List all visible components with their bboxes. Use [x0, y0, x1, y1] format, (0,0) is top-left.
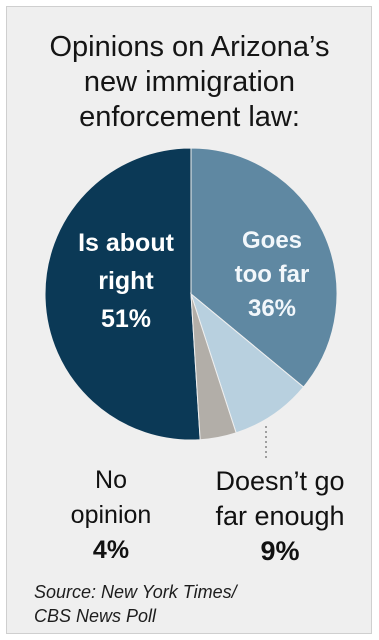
- slice-value-text: 9%: [260, 536, 299, 566]
- slice-label-text: far enough: [215, 501, 344, 531]
- slice-label-text: right: [98, 267, 154, 295]
- slice-label-no-opinion: No opinion 4%: [71, 466, 152, 564]
- pie-slice-goes-too-far: [190, 147, 338, 388]
- slice-label-goes-too-far: Goes too far 36%: [235, 227, 310, 322]
- slice-label-text: opinion: [71, 501, 152, 529]
- pie-slice-doesnt-go-far-enough: [189, 292, 305, 434]
- pie-slice-is-about-right: [44, 147, 201, 441]
- source-line-1: Source: New York Times/: [34, 582, 237, 602]
- chart-title-line-1: Opinions on Arizona’s: [49, 31, 330, 63]
- slice-label-is-about-right: Is about right 51%: [78, 229, 175, 333]
- slice-label-text: No: [95, 466, 127, 494]
- slice-label-text: Doesn’t go: [215, 466, 344, 496]
- source-line-2: CBS News Poll: [34, 606, 157, 626]
- pie-slice-no-opinion: [190, 293, 237, 441]
- slice-label-text: too far: [235, 261, 310, 288]
- chart-title-line-2: new immigration: [83, 66, 296, 98]
- slice-value-text: 51%: [101, 305, 151, 333]
- slice-value-text: 4%: [93, 536, 129, 564]
- chart-title: Opinions on Arizona’s new immigration en…: [0, 30, 379, 135]
- chart-title-line-3: enforcement law:: [79, 101, 300, 133]
- source-note: Source: New York Times/ CBS News Poll: [34, 580, 237, 628]
- slice-label-doesnt-go-far-enough: Doesn’t go far enough 9%: [215, 466, 344, 566]
- slice-label-text: Goes: [242, 227, 302, 254]
- slice-value-text: 36%: [248, 295, 296, 322]
- slice-label-text: Is about: [78, 229, 175, 257]
